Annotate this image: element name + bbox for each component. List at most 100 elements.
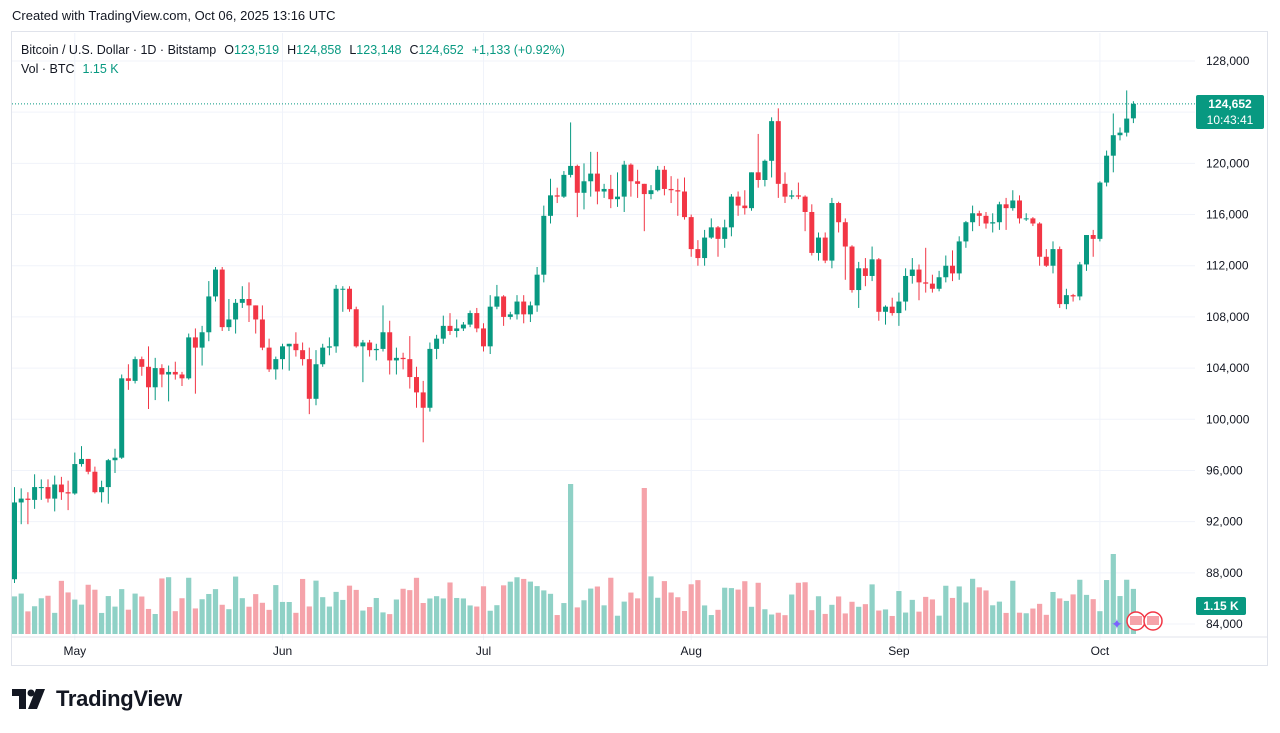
candle[interactable]	[273, 356, 279, 380]
candle[interactable]	[762, 159, 768, 187]
candle[interactable]	[802, 195, 808, 232]
candle[interactable]	[266, 338, 272, 372]
candle[interactable]	[38, 479, 44, 500]
candle[interactable]	[1063, 288, 1069, 310]
candle[interactable]	[789, 190, 795, 200]
candle[interactable]	[715, 226, 721, 257]
candle[interactable]	[621, 160, 627, 212]
candle[interactable]	[300, 342, 306, 366]
candle[interactable]	[139, 356, 145, 376]
candle[interactable]	[1110, 113, 1116, 173]
candle[interactable]	[306, 347, 312, 415]
candle[interactable]	[152, 357, 158, 401]
candle[interactable]	[373, 343, 379, 361]
candle[interactable]	[105, 458, 111, 504]
candle[interactable]	[407, 336, 413, 389]
candle[interactable]	[119, 374, 125, 459]
candle[interactable]	[1037, 222, 1043, 266]
candle[interactable]	[440, 315, 446, 344]
candle[interactable]	[735, 191, 741, 216]
candle[interactable]	[554, 187, 560, 204]
candle[interactable]	[869, 246, 875, 282]
candle[interactable]	[333, 284, 339, 353]
candle[interactable]	[769, 117, 775, 178]
candle[interactable]	[380, 305, 386, 352]
candle[interactable]	[695, 240, 701, 266]
candle[interactable]	[1124, 90, 1130, 137]
candle[interactable]	[226, 298, 232, 331]
candle[interactable]	[909, 258, 915, 284]
candle[interactable]	[1017, 195, 1022, 224]
candle[interactable]	[487, 295, 493, 355]
candle[interactable]	[32, 474, 38, 509]
candle[interactable]	[548, 178, 553, 224]
candle[interactable]	[507, 311, 513, 320]
tradingview-brand[interactable]: TradingView	[12, 686, 182, 712]
candle[interactable]	[675, 178, 681, 216]
candle[interactable]	[782, 172, 788, 204]
candle[interactable]	[1084, 235, 1089, 271]
candle[interactable]	[521, 295, 527, 324]
candle[interactable]	[206, 281, 212, 342]
candle[interactable]	[534, 267, 540, 312]
volume-label[interactable]: Vol · BTC	[21, 61, 75, 76]
candle[interactable]	[58, 476, 64, 500]
candle[interactable]	[1010, 190, 1016, 211]
candle[interactable]	[393, 347, 399, 375]
candle[interactable]	[1003, 197, 1009, 230]
candle[interactable]	[916, 264, 922, 301]
candle[interactable]	[132, 356, 138, 384]
candle[interactable]	[889, 297, 895, 316]
candle[interactable]	[146, 346, 151, 410]
candle[interactable]	[541, 205, 547, 283]
candle[interactable]	[842, 218, 848, 280]
candle[interactable]	[259, 305, 265, 351]
candle[interactable]	[936, 270, 942, 292]
candle[interactable]	[608, 174, 614, 209]
candle[interactable]	[722, 219, 728, 248]
candle[interactable]	[280, 343, 285, 370]
candle[interactable]	[976, 210, 982, 227]
candle[interactable]	[25, 492, 31, 525]
candle[interactable]	[239, 286, 245, 308]
candle[interactable]	[414, 366, 419, 408]
candle[interactable]	[923, 247, 929, 293]
candle[interactable]	[1057, 246, 1063, 308]
candle[interactable]	[883, 305, 888, 325]
candle[interactable]	[661, 165, 667, 196]
candle[interactable]	[849, 245, 855, 293]
candle[interactable]	[682, 177, 687, 220]
candle[interactable]	[233, 298, 239, 334]
candle[interactable]	[956, 236, 962, 280]
candle[interactable]	[628, 163, 634, 197]
candle[interactable]	[561, 171, 567, 198]
candle[interactable]	[293, 332, 299, 357]
candle[interactable]	[742, 190, 748, 215]
candle[interactable]	[85, 458, 91, 475]
candle[interactable]	[1104, 150, 1110, 187]
candle[interactable]	[65, 480, 71, 511]
candle[interactable]	[1043, 249, 1049, 268]
candle[interactable]	[1050, 241, 1056, 274]
candle[interactable]	[581, 163, 587, 210]
sparkle-icon[interactable]: ✦	[1111, 617, 1123, 633]
candle[interactable]	[447, 313, 453, 335]
candle[interactable]	[1030, 217, 1036, 227]
candle[interactable]	[326, 337, 332, 356]
candle[interactable]	[615, 172, 620, 207]
candle[interactable]	[1090, 229, 1096, 257]
candle[interactable]	[990, 213, 996, 233]
candle[interactable]	[896, 292, 902, 326]
candle[interactable]	[72, 452, 78, 495]
candle[interactable]	[708, 218, 714, 239]
candle[interactable]	[816, 232, 821, 261]
candle[interactable]	[367, 339, 373, 357]
candle[interactable]	[963, 220, 969, 248]
symbol-title[interactable]: Bitcoin / U.S. Dollar · 1D · Bitstamp	[21, 42, 217, 57]
candle[interactable]	[420, 380, 426, 443]
candle[interactable]	[494, 284, 500, 310]
candle[interactable]	[387, 320, 393, 375]
candle[interactable]	[829, 197, 835, 269]
candle[interactable]	[99, 480, 105, 503]
